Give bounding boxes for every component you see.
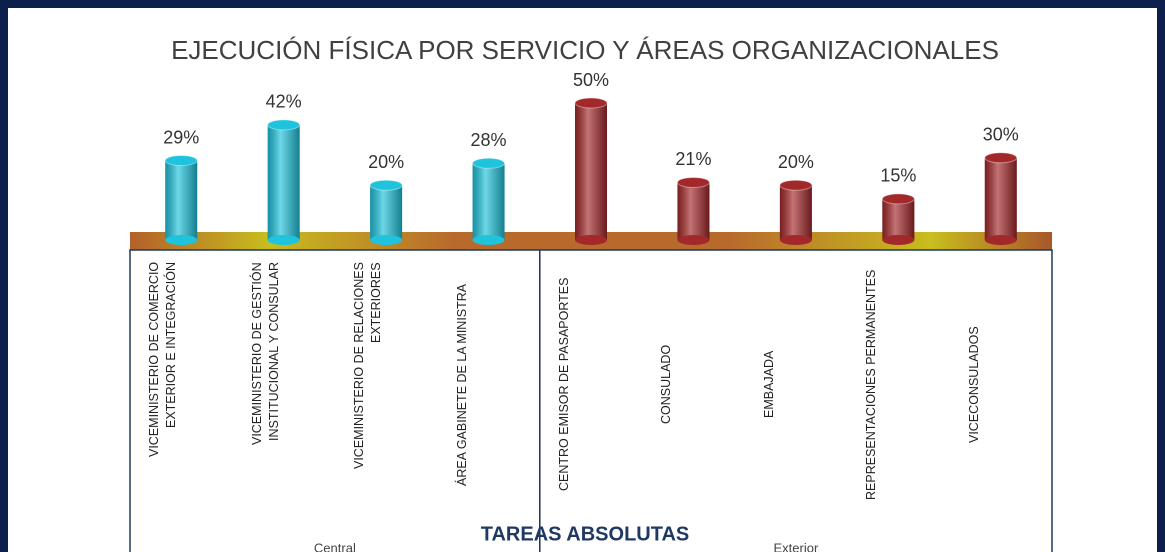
bar-base bbox=[677, 235, 710, 245]
data-label: 20% bbox=[368, 152, 404, 172]
bar-shade bbox=[165, 160, 198, 240]
bar-shade bbox=[370, 185, 403, 240]
bar-base bbox=[165, 235, 198, 245]
bar-base bbox=[779, 235, 812, 245]
bar-shade bbox=[984, 157, 1017, 240]
bar-cap bbox=[984, 152, 1018, 164]
bar-cap bbox=[574, 97, 608, 109]
panel bbox=[8, 8, 1157, 552]
bar-cap bbox=[164, 155, 198, 167]
bar-cap bbox=[881, 193, 915, 205]
group-label: Central bbox=[314, 540, 356, 552]
data-label: 42% bbox=[266, 92, 302, 112]
x-tick-label: VICEMINISTERIO DE RELACIONES EXTERIORES bbox=[352, 262, 384, 469]
bar-shade bbox=[779, 185, 812, 240]
bar-shade bbox=[267, 124, 300, 240]
bar-shade bbox=[472, 163, 505, 240]
bar-shade bbox=[882, 198, 915, 240]
group-label: Exterior bbox=[773, 540, 818, 552]
bar-base bbox=[267, 235, 300, 245]
x-axis-title: TAREAS ABSOLUTAS bbox=[481, 523, 690, 545]
x-tick-label: CONSULADO bbox=[659, 344, 674, 425]
x-tick-label: REPRESENTACIONES PERMANENTES bbox=[864, 269, 879, 500]
data-label: 28% bbox=[471, 130, 507, 150]
x-tick-label: VICEMINISTERIO DE GESTIÓN INSTITUCIONAL … bbox=[249, 262, 281, 445]
data-label: 29% bbox=[163, 127, 199, 147]
bar-shade bbox=[677, 182, 710, 240]
bar-base bbox=[984, 235, 1017, 245]
data-label: 21% bbox=[675, 149, 711, 169]
bar-cap bbox=[369, 179, 403, 191]
bar-shade bbox=[575, 103, 607, 240]
data-label: 50% bbox=[573, 70, 609, 90]
data-label: 20% bbox=[778, 152, 814, 172]
bar-cap bbox=[779, 179, 813, 191]
x-tick-label: CENTRO EMISOR DE PASAPORTES bbox=[557, 277, 571, 492]
x-tick-label: VICEMINISTERIO DE COMERCIO EXTERIOR E IN… bbox=[147, 262, 179, 458]
chart-title: EJECUCIÓN FÍSICA POR SERVICIO Y ÁREAS OR… bbox=[171, 35, 999, 65]
group-box bbox=[539, 249, 1053, 552]
bar-cap bbox=[267, 119, 301, 131]
bar-cap bbox=[472, 157, 506, 169]
x-tick-label: EMBAJADA bbox=[761, 350, 776, 419]
data-label: 15% bbox=[880, 166, 916, 186]
bar-base bbox=[882, 235, 915, 245]
bar-base bbox=[575, 235, 607, 245]
bar-cap bbox=[676, 176, 710, 188]
bar-base bbox=[370, 235, 403, 245]
data-label: 30% bbox=[983, 125, 1019, 145]
x-tick-label: ÁREA GABINETE DE LA MINISTRA bbox=[454, 283, 469, 486]
x-tick-label: VICECONSULADOS bbox=[966, 326, 981, 443]
bar-base bbox=[472, 235, 505, 245]
